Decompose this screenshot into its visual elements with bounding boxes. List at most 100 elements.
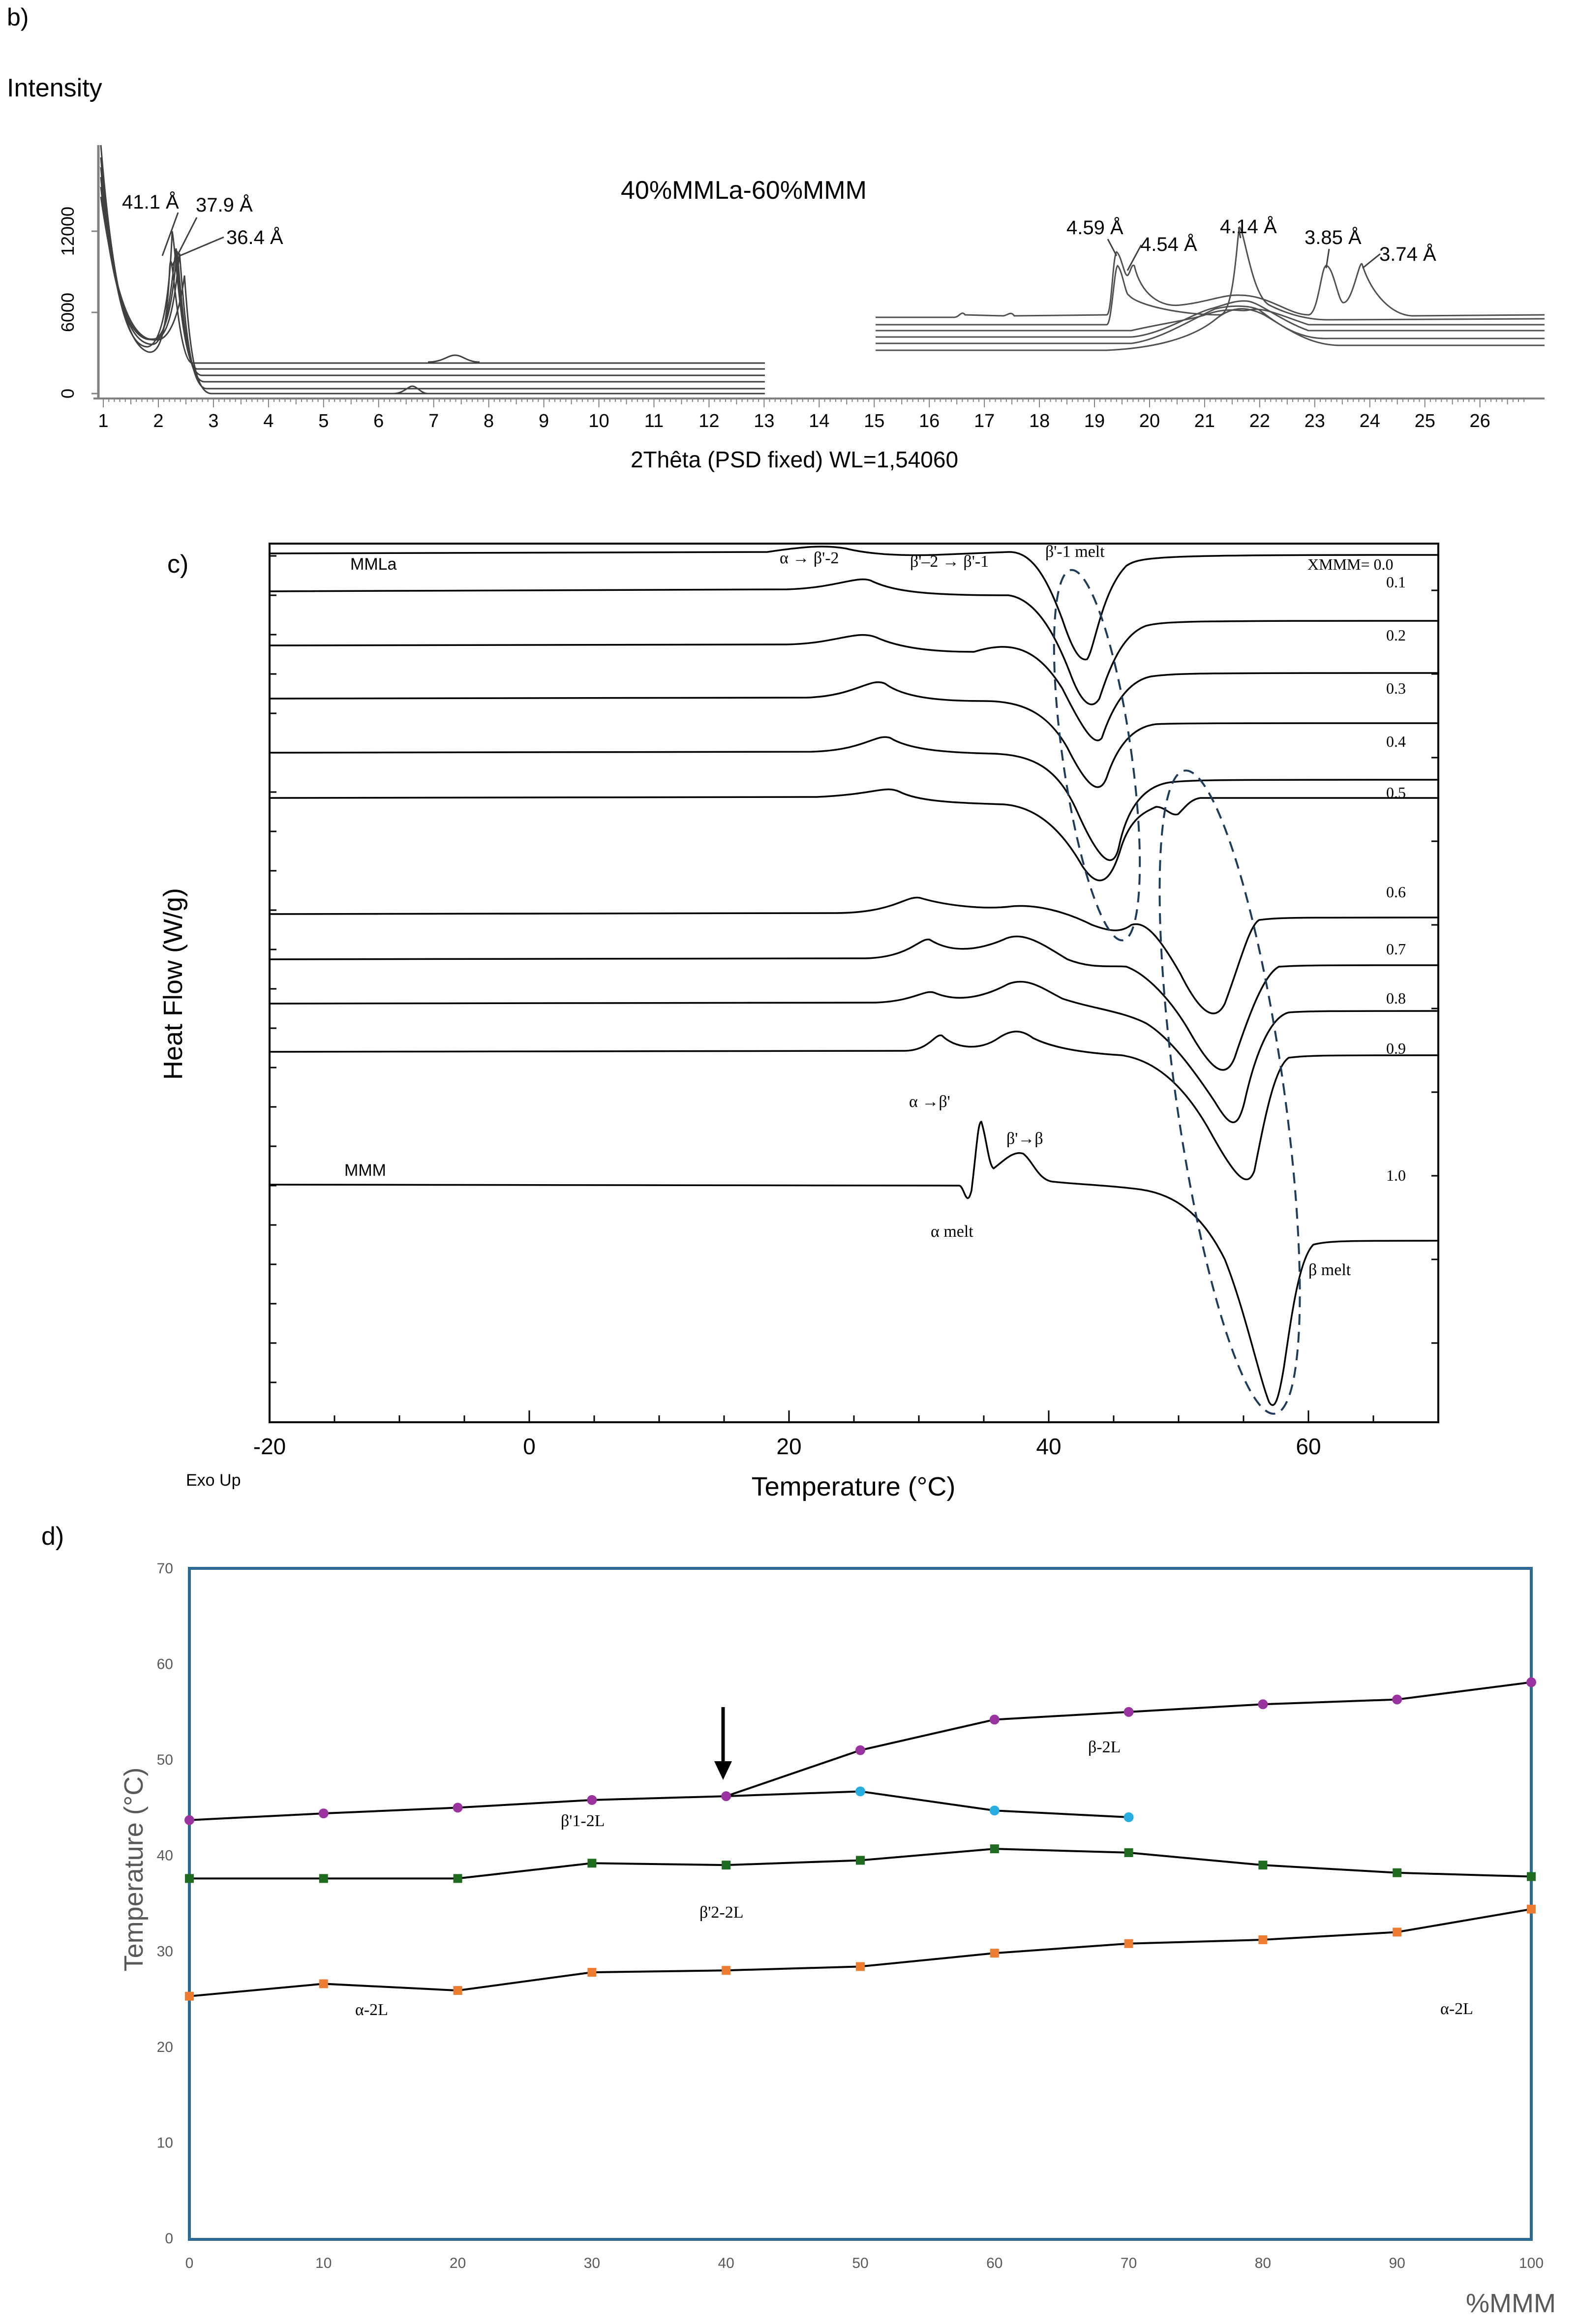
b-peak-label-6: 4.14 Å bbox=[1220, 215, 1277, 238]
c-x-mmm-label: XMMM= 0.0 bbox=[1307, 555, 1394, 573]
b-x-tick-label: 7 bbox=[428, 411, 439, 431]
b-leader-7 bbox=[1325, 248, 1330, 269]
c-curve-0.1 bbox=[269, 578, 1439, 705]
d-region-alpha-right: α-2L bbox=[1440, 2000, 1473, 2018]
c-curve-0.3 bbox=[269, 681, 1439, 788]
c-annot-6: α melt bbox=[931, 1223, 973, 1241]
b-trace-low-5 bbox=[100, 186, 765, 390]
d-y-tick-label: 10 bbox=[157, 2135, 173, 2151]
c-annot-2: β'–2 → β'-1 bbox=[910, 552, 989, 571]
d-y-tick-label: 70 bbox=[157, 1560, 173, 1577]
d-x-tick-label: 100 bbox=[1519, 2255, 1544, 2271]
d-y-tick-label: 0 bbox=[165, 2231, 173, 2247]
b-x-tick-label: 22 bbox=[1249, 411, 1270, 431]
d-point bbox=[990, 1844, 999, 1854]
d-x-tick-label: 0 bbox=[185, 2255, 194, 2271]
c-x-tick-label: 60 bbox=[1296, 1434, 1321, 1459]
panel-c-ylabel: Heat Flow (W/g) bbox=[158, 888, 188, 1080]
d-point bbox=[1124, 1848, 1133, 1857]
b-trace-low-6 bbox=[100, 196, 765, 395]
b-x-tick-label: 17 bbox=[974, 411, 995, 431]
panel-d-ylabel: Temperature (°C) bbox=[119, 1768, 149, 1972]
d-x-tick-label: 80 bbox=[1255, 2255, 1271, 2271]
d-region-beta-prime2: β'2-2L bbox=[699, 1903, 744, 1922]
d-point bbox=[989, 1805, 1000, 1816]
d-point bbox=[587, 1795, 597, 1805]
b-x-tick-label: 18 bbox=[1029, 411, 1050, 431]
b-x-tick-label: 19 bbox=[1084, 411, 1105, 431]
b-trace-high-2 bbox=[876, 226, 1545, 326]
c-curve-0.5 bbox=[269, 788, 1438, 882]
b-x-tick-label: 2 bbox=[153, 411, 163, 431]
b-x-tick-label: 6 bbox=[373, 411, 384, 431]
b-peak-label-7: 3.85 Å bbox=[1305, 226, 1362, 248]
b-leader-2 bbox=[171, 217, 198, 266]
d-x-tick-label: 70 bbox=[1121, 2255, 1137, 2271]
d-point bbox=[587, 1968, 597, 1977]
b-peak-label-8: 3.74 Å bbox=[1379, 243, 1436, 265]
d-x-tick-label: 40 bbox=[718, 2255, 734, 2271]
c-curve-0.8 bbox=[269, 980, 1439, 1123]
c-annot-7: β melt bbox=[1308, 1261, 1351, 1279]
c-x-tick-label: 0 bbox=[523, 1434, 536, 1459]
b-x-tick-label: 20 bbox=[1139, 411, 1160, 431]
panel-c-label: c) bbox=[167, 550, 188, 579]
b-x-tick-label: 11 bbox=[644, 411, 664, 431]
panel-b-xlabel: 2Thêta (PSD fixed) WL=1,54060 bbox=[631, 447, 958, 472]
b-x-tick-label: 26 bbox=[1470, 411, 1490, 431]
c-composition-label: 0.4 bbox=[1386, 733, 1406, 750]
c-annot-1: α → β'-2 bbox=[780, 549, 839, 567]
d-x-tick-label: 10 bbox=[315, 2255, 332, 2271]
d-point bbox=[1392, 1694, 1402, 1705]
b-leader-6 bbox=[1238, 227, 1242, 239]
b-leader-4 bbox=[1107, 239, 1118, 256]
c-curve-0.4 bbox=[269, 736, 1439, 861]
panel-c-xlabel: Temperature (°C) bbox=[752, 1472, 956, 1501]
c-oval-beta-prime1-melt bbox=[1053, 569, 1141, 942]
d-point bbox=[1393, 1927, 1402, 1937]
b-peak-label-1: 41.1 Å bbox=[122, 191, 179, 213]
panel-d-frame bbox=[188, 1567, 1533, 2241]
b-x-tick-label: 12 bbox=[698, 411, 719, 431]
c-curve-0.9 bbox=[269, 1031, 1439, 1181]
c-composition-label: 0.5 bbox=[1386, 784, 1406, 801]
b-trace-high-6 bbox=[876, 308, 1545, 351]
d-point bbox=[856, 1962, 865, 1971]
d-point bbox=[1526, 1677, 1536, 1687]
c-composition-label: 0.8 bbox=[1386, 989, 1406, 1007]
b-trace-high-4 bbox=[876, 300, 1545, 338]
d-point bbox=[989, 1714, 1000, 1725]
b-peak-label-5: 4.54 Å bbox=[1140, 233, 1197, 255]
b-leader-8 bbox=[1362, 253, 1381, 269]
b-y-tick-label: 6000 bbox=[58, 293, 78, 332]
d-point bbox=[990, 1949, 999, 1958]
d-region-alpha-left: α-2L bbox=[355, 2001, 388, 2019]
d-point bbox=[453, 1986, 462, 1995]
d-point bbox=[587, 1859, 597, 1868]
b-leader-3 bbox=[179, 236, 224, 257]
panel-b: b) Intensity 40%MMLa-60%MMM 1 2 3 4 5 6 7 8 9 10 1… bbox=[7, 3, 1545, 472]
d-point bbox=[453, 1803, 463, 1813]
b-x-tick-label: 9 bbox=[539, 411, 549, 431]
b-x-tick-label: 3 bbox=[208, 411, 218, 431]
c-composition-label: 0.6 bbox=[1386, 883, 1406, 901]
b-leader-1 bbox=[161, 212, 179, 256]
d-point bbox=[1123, 1812, 1134, 1822]
panel-d-xlabel: %MMM bbox=[1466, 2289, 1556, 2318]
d-point bbox=[185, 1874, 194, 1883]
b-x-tick-label: 10 bbox=[588, 411, 609, 431]
d-x-tick-label: 90 bbox=[1389, 2255, 1405, 2271]
b-x-tick-label: 8 bbox=[484, 411, 494, 431]
d-point bbox=[319, 1979, 328, 1988]
b-x-tick-label: 1 bbox=[98, 411, 108, 431]
c-series-label-mmm: MMM bbox=[344, 1161, 386, 1180]
c-curve-0.6 bbox=[269, 896, 1439, 1014]
d-point bbox=[1258, 1699, 1268, 1710]
b-trace-high-1 bbox=[876, 250, 1545, 318]
d-series-link bbox=[726, 1790, 861, 1798]
b-x-tick-label: 4 bbox=[263, 411, 273, 431]
d-point bbox=[1124, 1939, 1133, 1948]
d-series-line bbox=[189, 1908, 1532, 1997]
c-composition-label: 0.1 bbox=[1386, 573, 1406, 591]
